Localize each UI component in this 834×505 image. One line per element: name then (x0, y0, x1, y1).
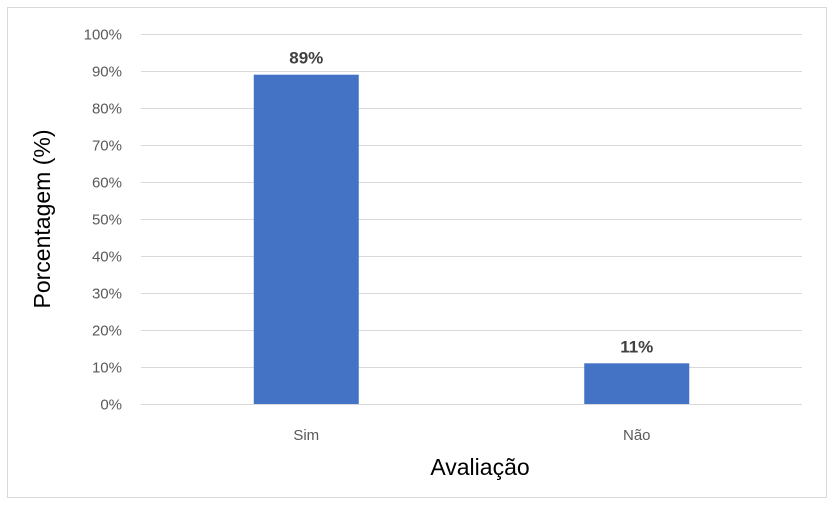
y-tick-label: 20% (92, 323, 122, 340)
y-tick-label: 50% (92, 212, 122, 229)
bars (253, 74, 690, 404)
y-tick-label: 0% (100, 397, 122, 414)
y-tick-label: 70% (92, 138, 122, 155)
data-label: 89% (289, 49, 323, 68)
data-labels: 89% 11% (289, 49, 653, 357)
x-tick-label: Sim (293, 427, 319, 444)
y-tick-label: 60% (92, 175, 122, 192)
x-tick-label: Não (623, 427, 651, 444)
y-tick-label: 100% (84, 27, 122, 44)
data-label: 11% (620, 337, 653, 356)
y-axis-ticks: 0% 10% 20% 30% 40% 50% 60% 70% 80% 90% 100% (84, 27, 122, 414)
bar (253, 74, 359, 404)
chart-frame (7, 7, 827, 498)
gridlines (141, 34, 802, 405)
bar (584, 363, 690, 404)
y-tick-label: 40% (92, 249, 122, 266)
x-axis-ticks: Sim Não (293, 427, 650, 444)
y-tick-label: 90% (92, 64, 122, 81)
y-tick-label: 10% (92, 360, 122, 377)
y-tick-label: 80% (92, 101, 122, 118)
y-tick-label: 30% (92, 286, 122, 303)
y-axis-title: Porcentagem (%) (29, 130, 55, 309)
x-axis-title: Avaliação (430, 454, 529, 480)
